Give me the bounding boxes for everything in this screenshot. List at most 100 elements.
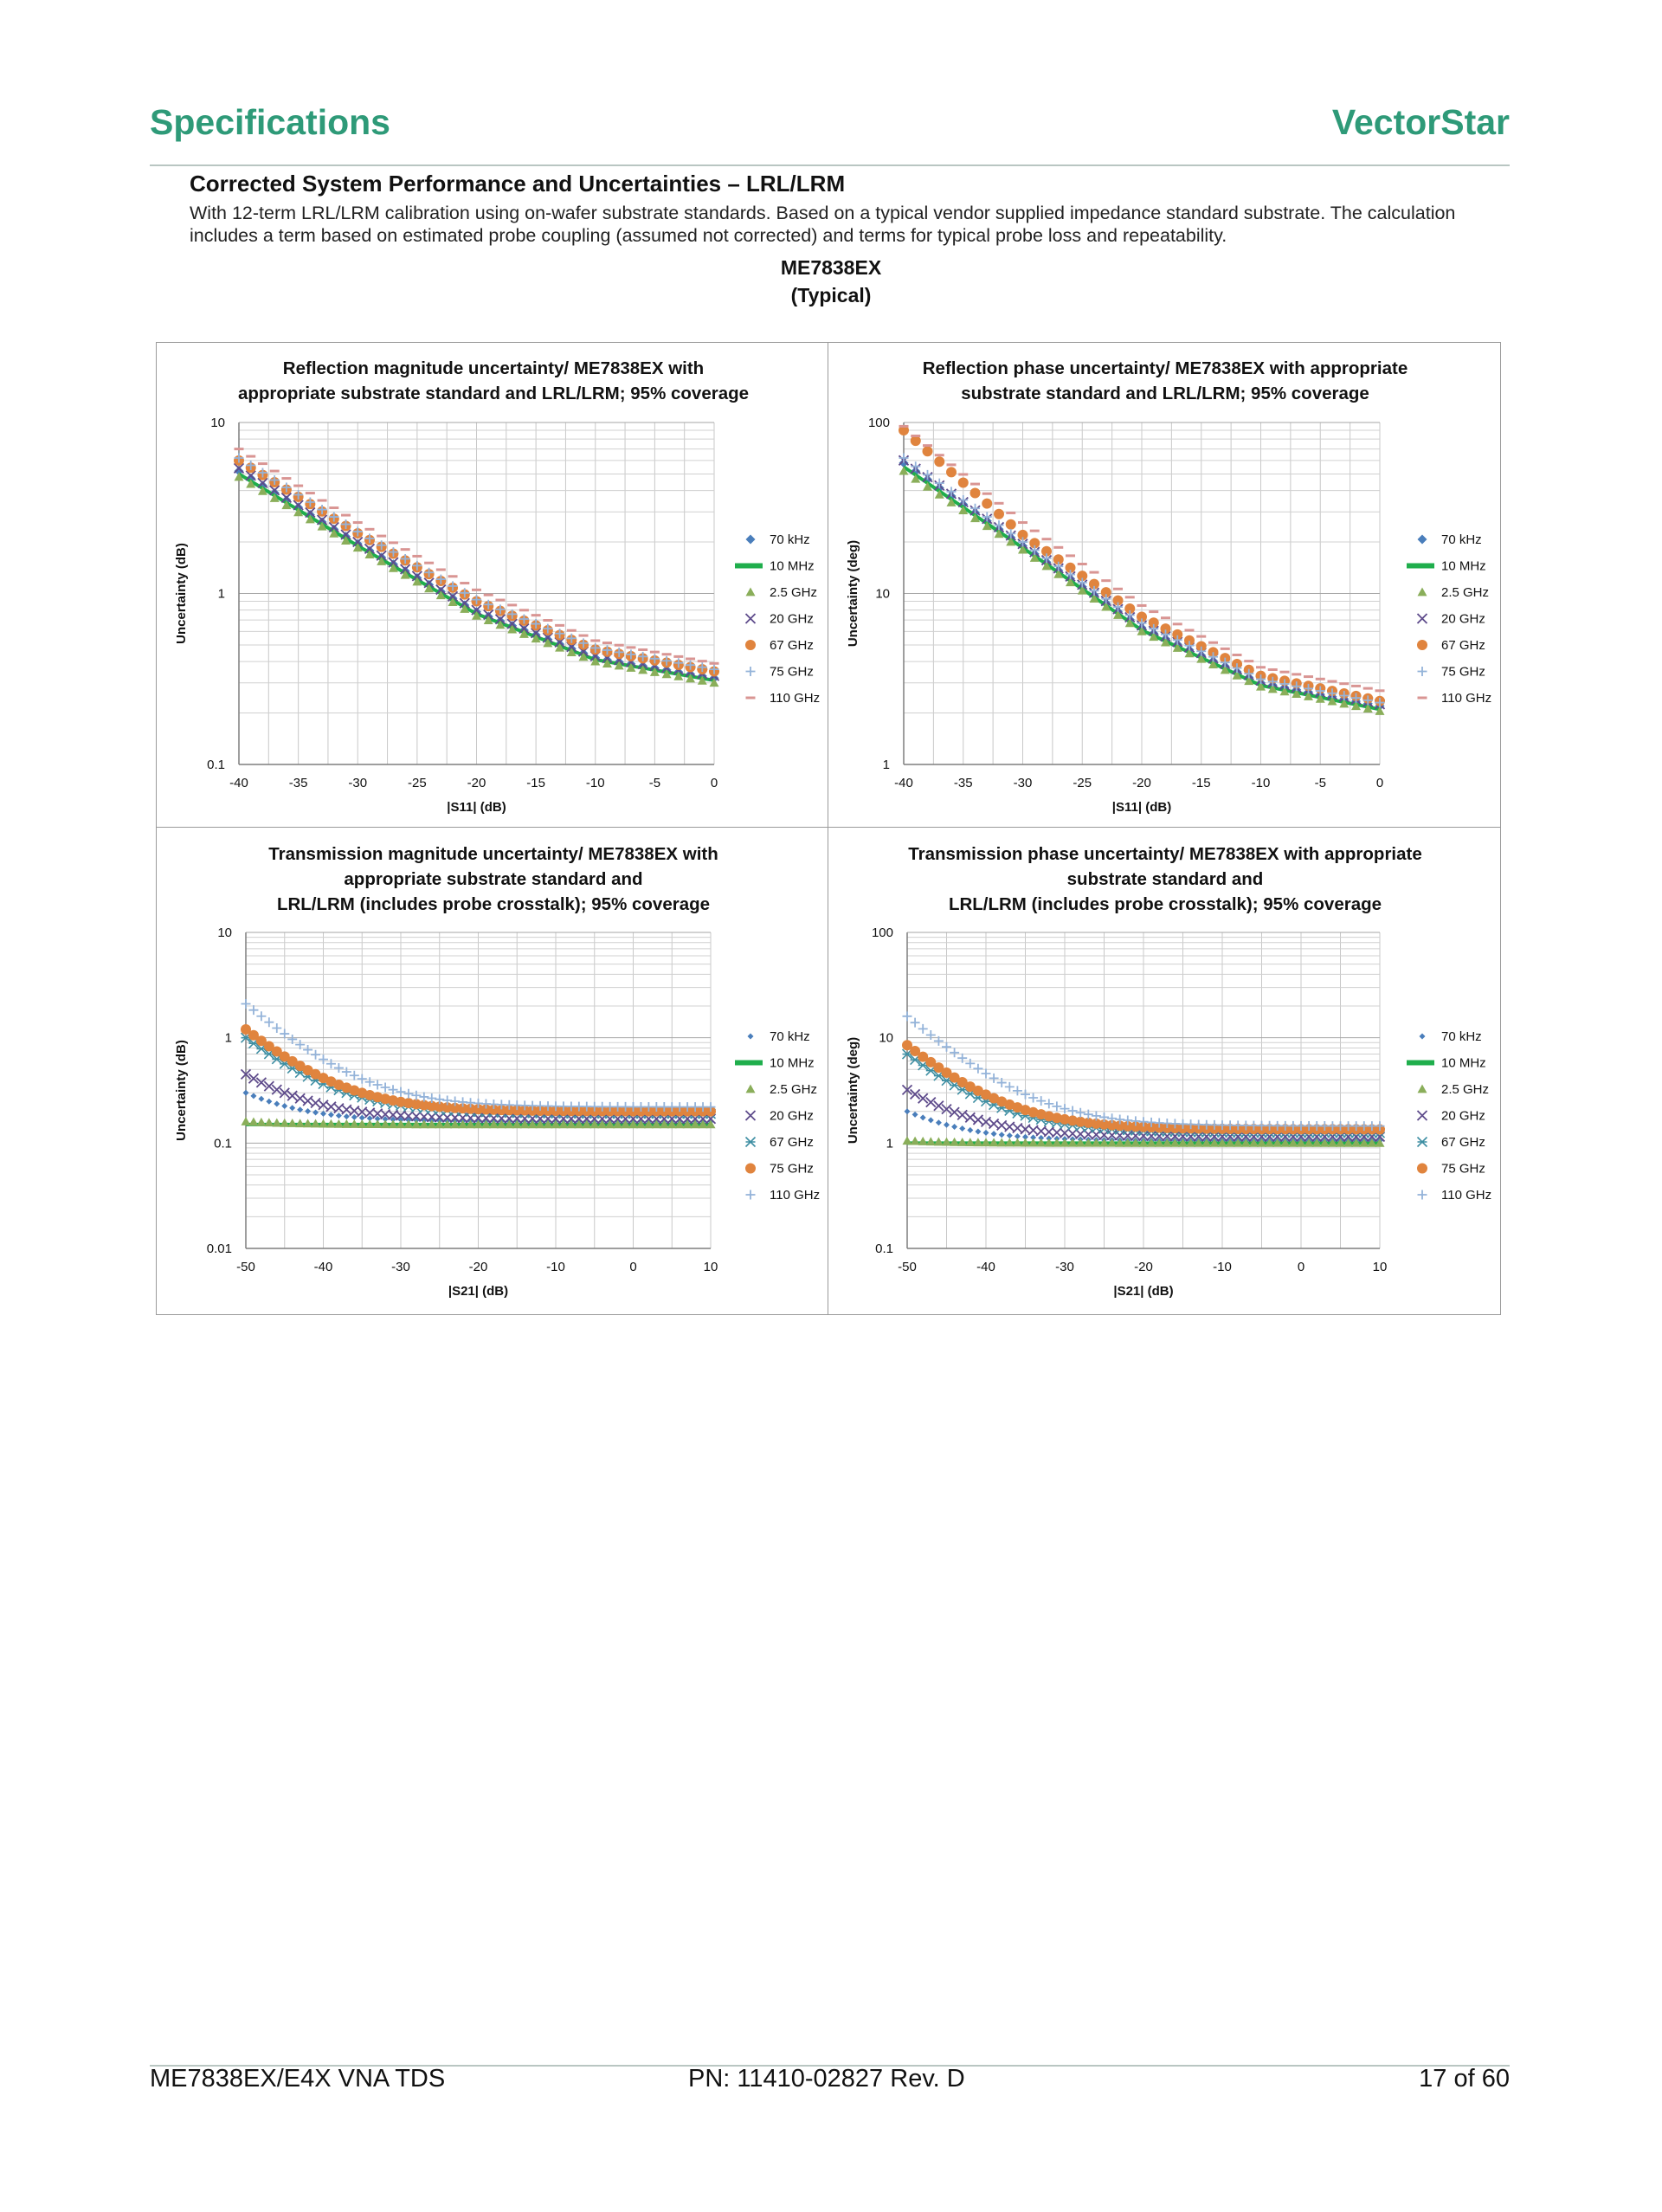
legend-label: 2.5 GHz	[770, 1082, 817, 1097]
data-point	[504, 1119, 514, 1129]
legend-label: 110 GHz	[1441, 691, 1491, 706]
data-point	[981, 1138, 991, 1147]
data-point	[959, 1125, 966, 1132]
x-tick-label: -20	[1132, 776, 1151, 790]
data-point	[435, 584, 447, 596]
legend-marker	[1417, 667, 1427, 676]
data-point	[1113, 609, 1123, 619]
data-point	[1375, 1138, 1385, 1147]
data-point	[426, 1100, 437, 1112]
data-point	[403, 1088, 414, 1099]
data-point	[957, 1137, 968, 1146]
chart-title-line: Reflection magnitude uncertainty/ ME7838…	[283, 358, 704, 378]
legend-marker	[1419, 1033, 1426, 1040]
data-point	[682, 1119, 692, 1129]
data-point	[1319, 1138, 1330, 1147]
data-point	[256, 1011, 267, 1022]
data-point	[507, 624, 518, 634]
data-point	[1362, 704, 1373, 713]
data-point	[933, 1137, 944, 1146]
data-point	[272, 1118, 282, 1127]
data-point	[1017, 529, 1028, 540]
data-point	[364, 1119, 375, 1129]
x-axis-label: |S11| (dB)	[447, 800, 506, 815]
data-point	[1130, 1121, 1141, 1132]
data-point	[1137, 618, 1147, 629]
data-point	[1098, 1119, 1110, 1130]
footer-part-number: PN: 11410-02827 Rev. D	[688, 2065, 965, 2093]
data-point	[388, 1119, 398, 1129]
data-point	[981, 1068, 991, 1079]
data-point	[377, 556, 387, 565]
legend-label: 10 MHz	[770, 1056, 815, 1071]
data-point	[530, 628, 542, 639]
data-point	[1066, 577, 1075, 587]
data-point	[242, 1089, 249, 1096]
data-point	[352, 526, 363, 537]
data-point	[1101, 594, 1111, 604]
data-point	[411, 571, 423, 582]
data-point	[388, 547, 398, 558]
data-point	[957, 1076, 968, 1087]
data-point	[957, 1109, 968, 1121]
data-point	[1077, 585, 1087, 595]
data-point	[982, 1129, 989, 1136]
data-point	[1265, 1138, 1275, 1147]
legend-label: 10 MHz	[1441, 1056, 1486, 1071]
data-point	[922, 446, 933, 457]
x-tick-label: -30	[1014, 776, 1033, 790]
data-point	[899, 453, 909, 463]
series-2.5-ghz	[234, 472, 719, 687]
data-point	[241, 998, 251, 1009]
data-point	[1195, 641, 1207, 652]
data-point	[1351, 1138, 1362, 1147]
data-point	[1006, 528, 1016, 538]
data-point	[473, 1119, 483, 1129]
legend-marker	[1417, 1190, 1427, 1200]
legend-label: 110 GHz	[1441, 1188, 1491, 1203]
data-point	[705, 1113, 717, 1125]
data-point	[950, 1137, 960, 1146]
data-point	[1244, 668, 1254, 679]
data-point	[555, 642, 565, 652]
data-point	[574, 1119, 584, 1129]
data-point	[372, 1092, 383, 1103]
x-tick-label: -40	[976, 1260, 995, 1274]
data-point	[280, 492, 293, 504]
data-point	[649, 667, 660, 676]
data-point	[1006, 1132, 1013, 1139]
x-tick-label: -40	[229, 776, 248, 790]
data-point	[918, 1023, 928, 1034]
data-point	[294, 1061, 306, 1072]
data-point	[280, 1029, 290, 1039]
data-point	[316, 514, 328, 526]
data-point	[1123, 1138, 1133, 1147]
data-point	[494, 614, 506, 625]
data-point	[480, 1104, 492, 1115]
data-point	[1161, 629, 1170, 640]
data-point	[449, 1102, 461, 1113]
data-point	[519, 629, 529, 638]
data-point	[1367, 1138, 1377, 1147]
data-point	[269, 493, 280, 502]
data-point	[234, 466, 244, 476]
data-point	[305, 1107, 312, 1114]
data-point	[1257, 1138, 1266, 1147]
data-point	[994, 529, 1004, 538]
data-point	[1292, 681, 1302, 692]
data-point	[1279, 687, 1290, 696]
y-tick-label: 0.1	[207, 758, 225, 772]
y-tick-label: 0.01	[207, 1241, 232, 1256]
data-point	[374, 1115, 381, 1122]
x-tick-label: -30	[1055, 1260, 1074, 1274]
data-point	[1279, 1131, 1291, 1143]
data-point	[1216, 1131, 1228, 1142]
x-tick-label: -40	[314, 1260, 333, 1274]
data-point	[1220, 657, 1230, 667]
data-point	[965, 1058, 976, 1068]
data-point	[303, 1119, 313, 1128]
data-point	[1359, 1138, 1369, 1147]
data-point	[1052, 1101, 1062, 1112]
data-point	[621, 1119, 631, 1129]
data-point	[958, 506, 969, 514]
